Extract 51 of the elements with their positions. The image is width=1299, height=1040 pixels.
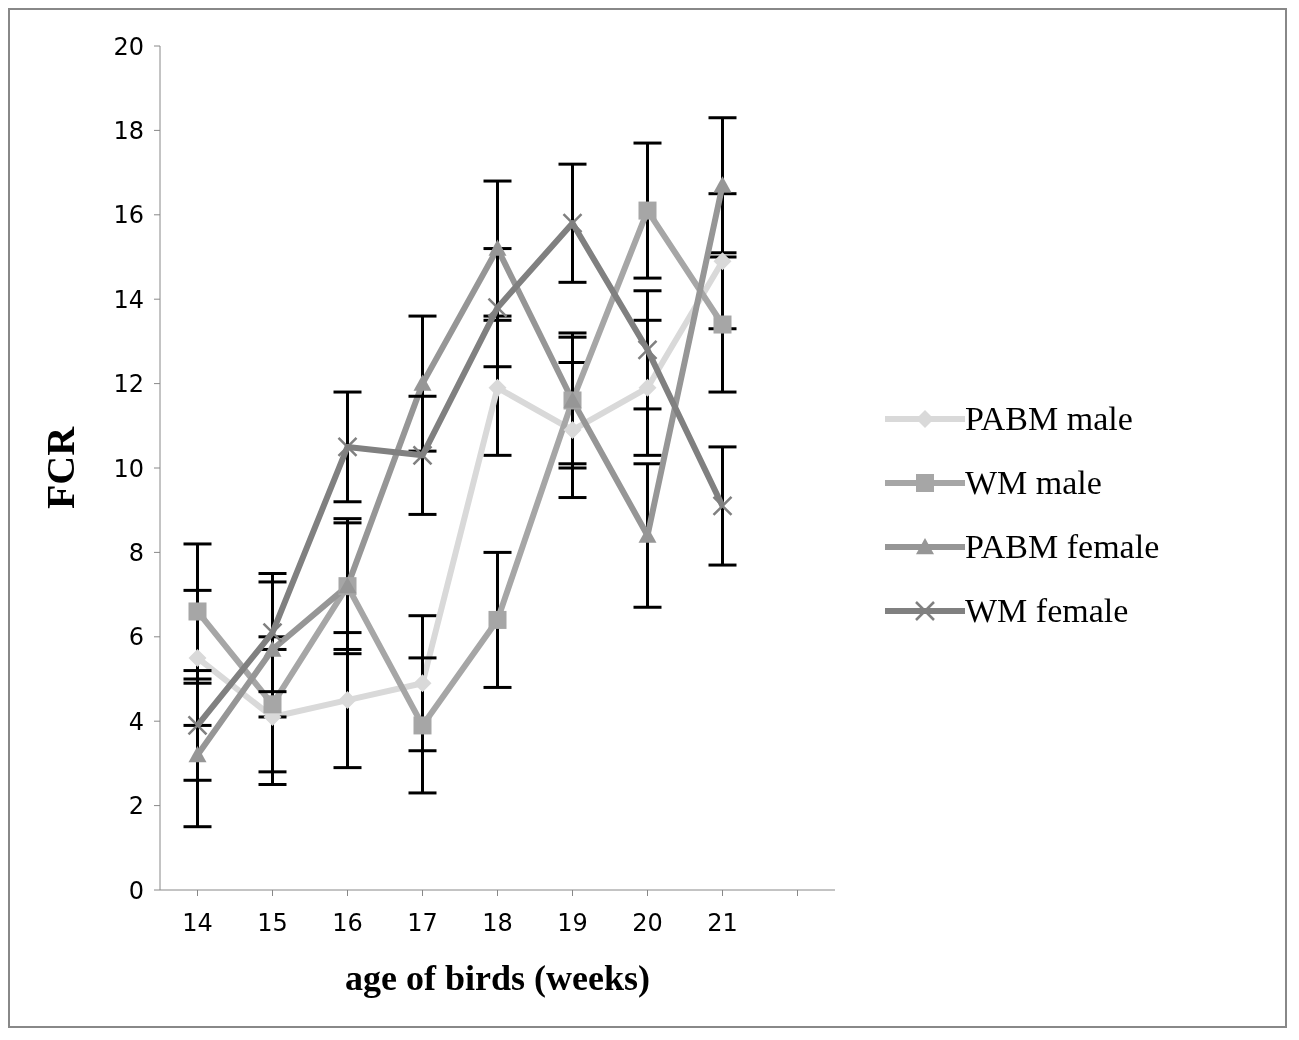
y-tick-label: 2 (128, 792, 144, 821)
point (413, 374, 432, 391)
point (413, 716, 432, 735)
x-axis-title: age of birds (weeks) (345, 958, 650, 998)
point (638, 201, 657, 220)
point (338, 691, 357, 710)
point (488, 239, 507, 256)
point (713, 315, 732, 334)
point (487, 297, 508, 318)
point (337, 436, 358, 458)
legend-label: PABM female (965, 528, 1160, 566)
y-tick-label: 0 (128, 876, 144, 905)
point (637, 339, 658, 361)
point (188, 648, 207, 667)
point (263, 695, 282, 714)
point (638, 378, 657, 397)
point (562, 212, 583, 234)
point (412, 445, 433, 466)
x-tick-label: 19 (557, 909, 588, 938)
point (488, 378, 507, 397)
y-tick-label: 10 (113, 454, 144, 483)
x-tick-label: 21 (707, 909, 738, 938)
y-axis-title: FCR (38, 425, 84, 510)
y-tick-label: 20 (113, 32, 144, 61)
y-tick-label: 18 (113, 116, 144, 145)
legend-label: WM male (965, 464, 1102, 502)
point (263, 640, 282, 657)
y-tick-label: 4 (128, 707, 144, 736)
x-tick-label: 16 (332, 909, 363, 938)
legend-label: WM female (965, 592, 1129, 630)
point (563, 421, 582, 440)
x-tick-label: 17 (407, 909, 438, 938)
point (712, 495, 733, 517)
point (188, 745, 207, 763)
x-tick-label: 14 (182, 909, 213, 938)
point (488, 610, 507, 629)
point (262, 622, 283, 643)
y-tick-label: 8 (128, 538, 144, 567)
point (713, 176, 732, 193)
legend-label: PABM male (965, 400, 1133, 438)
y-tick-label: 6 (128, 623, 144, 652)
x-tick-label: 20 (632, 909, 663, 938)
x-tick-label: 15 (257, 909, 288, 938)
point (187, 715, 208, 736)
y-tick-label: 12 (113, 370, 144, 399)
point (413, 674, 432, 693)
y-tick-label: 14 (113, 285, 144, 314)
y-tick-label: 16 (113, 201, 144, 230)
point (713, 252, 732, 271)
point (188, 602, 207, 621)
x-tick-label: 18 (482, 909, 513, 938)
